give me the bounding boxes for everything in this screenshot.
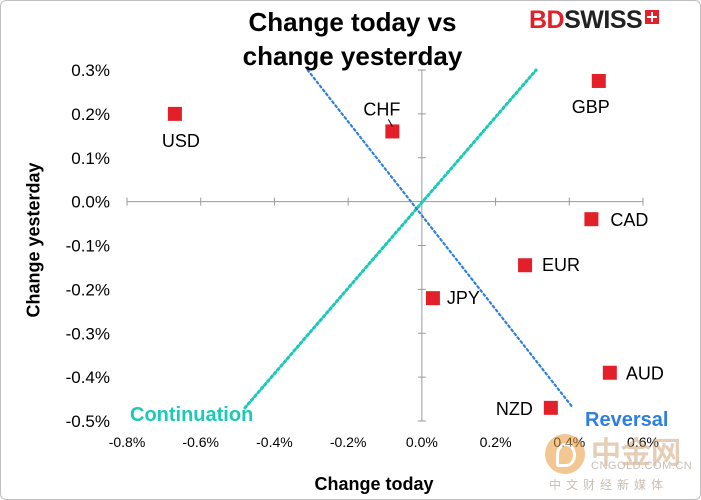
points-group <box>167 73 617 415</box>
point-label-aud: AUD <box>626 364 664 384</box>
watermark-subtitle: 中文财经新媒体 <box>549 478 669 492</box>
x-tick-label: 0.0% <box>406 434 438 450</box>
chf-leader-line <box>387 119 393 127</box>
y-axis-label: Change yesterday <box>23 162 44 318</box>
continuation-label: Continuation <box>130 404 253 426</box>
y-tick-label: 0.0% <box>71 193 110 212</box>
x-tick-label: -0.6% <box>182 434 219 450</box>
x-tick-label: -0.8% <box>109 434 146 450</box>
y-tick-label: -0.3% <box>66 324 110 343</box>
point-labels-group: USD CHF GBP CAD EUR JPY AUD NZD <box>162 97 664 419</box>
y-tick-label: -0.5% <box>66 412 110 431</box>
cngold-logo-icon <box>545 434 585 474</box>
y-tick-label: 0.1% <box>71 149 110 168</box>
x-tick-label: 0.6% <box>627 434 659 450</box>
point-marker-chf <box>385 124 400 139</box>
point-marker-nzd <box>543 400 558 415</box>
cngold-watermark: 中金网 CNGOLD.COM.CN 中文财经新媒体 <box>545 428 695 494</box>
point-marker-cad <box>584 212 599 227</box>
point-label-usd: USD <box>162 131 200 151</box>
point-label-chf: CHF <box>363 99 400 119</box>
guide-lines-group: Continuation Reversal <box>130 68 668 431</box>
x-tick-label: 0.2% <box>480 434 512 450</box>
x-tick-label: -0.4% <box>256 434 293 450</box>
point-label-gbp: GBP <box>572 97 610 117</box>
point-marker-aud <box>602 365 617 380</box>
tick-labels-group: -0.8%-0.6%-0.4%-0.2%0.0%0.2%0.4%0.6%0.3%… <box>66 61 659 450</box>
chart-title-line-2: change yesterday <box>242 41 463 71</box>
chart-title-line-1: Change today vs <box>248 7 457 37</box>
y-tick-label: -0.2% <box>66 280 110 299</box>
y-tick-label: 0.3% <box>71 61 110 80</box>
point-marker-gbp <box>591 73 606 88</box>
y-tick-label: 0.2% <box>71 105 110 124</box>
continuation-line <box>243 68 538 410</box>
x-tick-label: -0.2% <box>330 434 367 450</box>
watermark-site: CNGOLD.COM.CN <box>591 460 693 472</box>
reversal-line <box>306 68 575 409</box>
point-label-nzd: NZD <box>496 399 533 419</box>
logo-text-bd: BD <box>529 6 565 34</box>
point-label-eur: EUR <box>542 255 580 275</box>
point-label-cad: CAD <box>610 210 648 230</box>
x-axis-label: Change today <box>314 474 434 494</box>
y-tick-label: -0.1% <box>66 237 110 256</box>
bdswiss-logo: BD SWISS <box>529 6 660 35</box>
point-label-jpy: JPY <box>447 288 480 308</box>
swiss-cross-icon <box>645 9 660 24</box>
watermark-brand: 中金网 <box>591 437 681 470</box>
reversal-label: Reversal <box>585 409 668 431</box>
logo-text-swiss: SWISS <box>564 6 643 34</box>
point-marker-jpy <box>425 291 440 306</box>
point-marker-usd <box>167 106 182 121</box>
y-tick-label: -0.4% <box>66 368 110 387</box>
point-marker-eur <box>518 258 533 273</box>
